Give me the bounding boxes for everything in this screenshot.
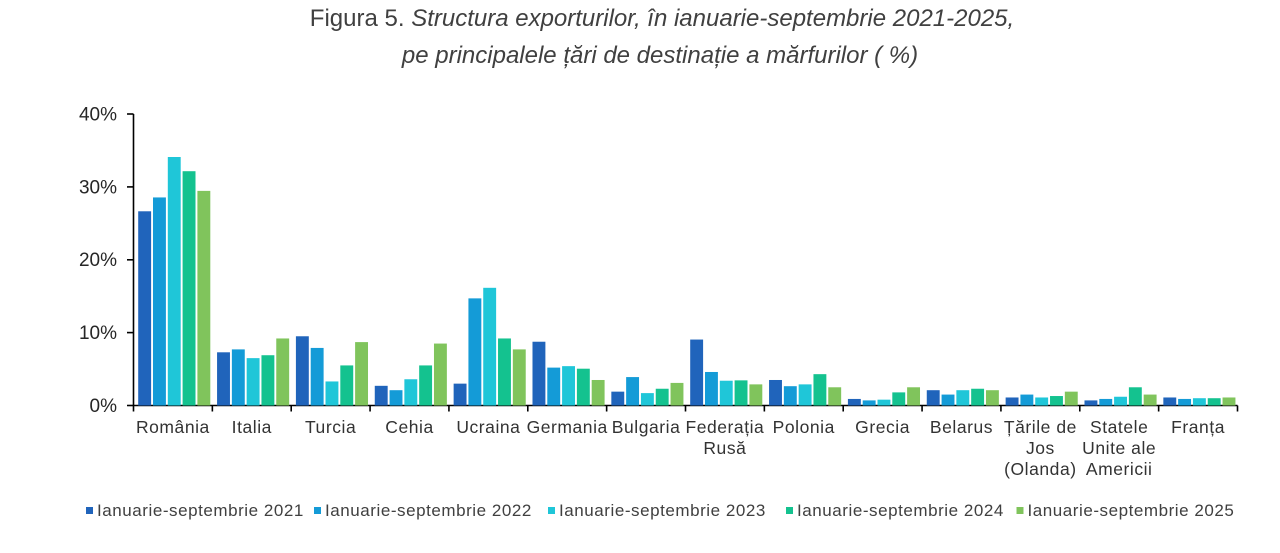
svg-text:Germania: Germania <box>527 417 608 437</box>
svg-text:(Olanda): (Olanda) <box>1004 459 1077 479</box>
svg-text:30%: 30% <box>79 177 117 198</box>
svg-text:Cehia: Cehia <box>385 417 433 437</box>
svg-text:0%: 0% <box>90 396 118 417</box>
svg-text:Jos: Jos <box>1026 438 1055 458</box>
svg-text:Belarus: Belarus <box>930 417 993 437</box>
svg-text:Turcia: Turcia <box>305 417 356 437</box>
svg-text:România: România <box>136 417 210 437</box>
svg-text:Ucraina: Ucraina <box>456 417 520 437</box>
svg-text:Țările de: Țările de <box>1004 417 1077 437</box>
svg-text:Italia: Italia <box>232 417 272 437</box>
svg-text:Bulgaria: Bulgaria <box>612 417 681 437</box>
svg-text:Ianuarie-septembrie 2021: Ianuarie-septembrie 2021 <box>97 501 304 520</box>
svg-text:Rusă: Rusă <box>703 438 746 458</box>
svg-text:pe principalele țări de destin: pe principalele țări de destinație a măr… <box>401 42 918 69</box>
svg-text:Grecia: Grecia <box>855 417 910 437</box>
svg-text:20%: 20% <box>79 250 117 271</box>
svg-text:Unite ale: Unite ale <box>1082 438 1156 458</box>
svg-text:Ianuarie-septembrie 2024: Ianuarie-septembrie 2024 <box>797 501 1004 520</box>
svg-text:Polonia: Polonia <box>773 417 835 437</box>
svg-text:Figura 5. Structura exporturil: Figura 5. Structura exporturilor, în ian… <box>310 5 1014 32</box>
svg-text:Franța: Franța <box>1171 417 1225 437</box>
svg-text:Ianuarie-septembrie 2022: Ianuarie-septembrie 2022 <box>325 501 532 520</box>
svg-text:Americii: Americii <box>1086 459 1153 479</box>
svg-text:Federația: Federația <box>685 417 764 437</box>
svg-text:40%: 40% <box>79 105 117 126</box>
svg-text:10%: 10% <box>79 323 117 344</box>
svg-text:Ianuarie-septembrie 2023: Ianuarie-septembrie 2023 <box>559 501 766 520</box>
svg-text:Statele: Statele <box>1090 417 1148 437</box>
svg-text:Ianuarie-septembrie 2025: Ianuarie-septembrie 2025 <box>1028 501 1235 520</box>
